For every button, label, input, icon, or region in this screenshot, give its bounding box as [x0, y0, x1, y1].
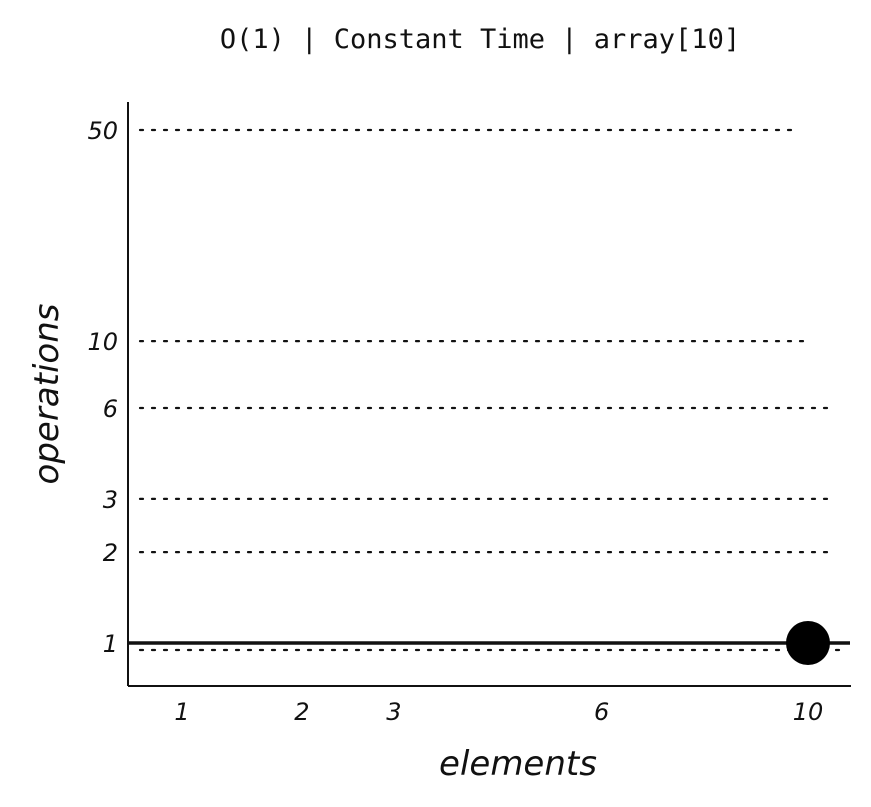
y-tick-labels: 1 2 3 6 10 50 — [87, 117, 118, 658]
x-axis-label: elements — [439, 744, 597, 784]
x-tick-label-6: 6 — [594, 698, 609, 726]
y-tick-label-6: 6 — [103, 395, 118, 423]
x-tick-label-3: 3 — [386, 698, 401, 726]
x-tick-label-1: 1 — [174, 698, 189, 726]
x-tick-label-10: 10 — [793, 698, 824, 726]
y-axis-label: operations — [27, 304, 67, 485]
series-point-0 — [786, 621, 830, 665]
x-tick-label-2: 2 — [294, 698, 309, 726]
data-series — [128, 621, 850, 665]
y-tick-label-1: 1 — [103, 630, 118, 658]
y-tick-label-2: 2 — [103, 539, 118, 567]
y-tick-label-50: 50 — [87, 117, 118, 145]
y-tick-label-3: 3 — [103, 486, 118, 514]
y-tick-label-10: 10 — [87, 328, 118, 356]
chart-title: O(1) | Constant Time | array[10] — [220, 24, 740, 55]
grid-lines — [138, 128, 847, 652]
x-tick-labels: 1 2 3 6 10 — [174, 698, 823, 726]
